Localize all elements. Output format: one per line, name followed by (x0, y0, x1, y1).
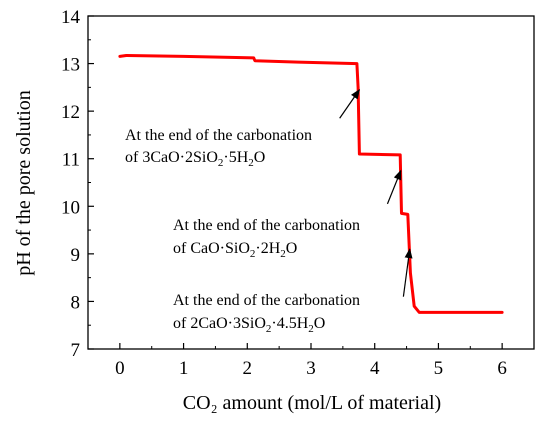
x-axis-ticks: 0 1 2 3 4 5 6 (115, 343, 507, 379)
y-tick-label: 9 (71, 245, 81, 266)
annotation-arrow (386, 169, 402, 205)
annotation-line2: of 3CaO·2SiO2·5H2O (125, 149, 265, 169)
x-tick-label: 6 (497, 358, 507, 379)
annotation-line2: of CaO·SiO2·2H2O (173, 240, 297, 260)
annotations-layer: At the end of the carbonation of 3CaO·2Si… (125, 88, 413, 335)
ph-series-line (118, 54, 504, 314)
annotation-arrow (402, 248, 413, 297)
annotation-arrow (339, 88, 360, 119)
y-tick-label: 8 (71, 292, 81, 313)
y-tick-label: 11 (62, 150, 80, 171)
y-tick-label: 10 (61, 197, 80, 218)
x-axis-title: CO₂ amount (mol/L of material) (183, 392, 441, 414)
annotation-line1: At the end of the carbonation (173, 292, 360, 309)
x-tick-label: 3 (306, 358, 316, 379)
annotation-line1: At the end of the carbonation (125, 127, 312, 144)
y-tick-label: 7 (71, 340, 81, 361)
annotation-line1: At the end of the carbonation (173, 217, 360, 234)
x-tick-label: 1 (179, 358, 189, 379)
y-tick-label: 13 (61, 55, 80, 76)
x-tick-label: 4 (370, 358, 380, 379)
series-layer (118, 54, 504, 314)
y-axis-ticks: 7 8 9 10 11 12 13 14 (61, 7, 94, 361)
x-tick-label: 5 (434, 358, 444, 379)
annotation-line2: of 2CaO·3SiO2·4.5H2O (173, 315, 325, 335)
x-tick-label: 2 (243, 358, 253, 379)
x-tick-label: 0 (115, 358, 125, 379)
y-tick-label: 12 (61, 102, 80, 123)
y-axis-title: pH of the pore solution (13, 90, 35, 276)
y-tick-label: 14 (61, 7, 81, 28)
